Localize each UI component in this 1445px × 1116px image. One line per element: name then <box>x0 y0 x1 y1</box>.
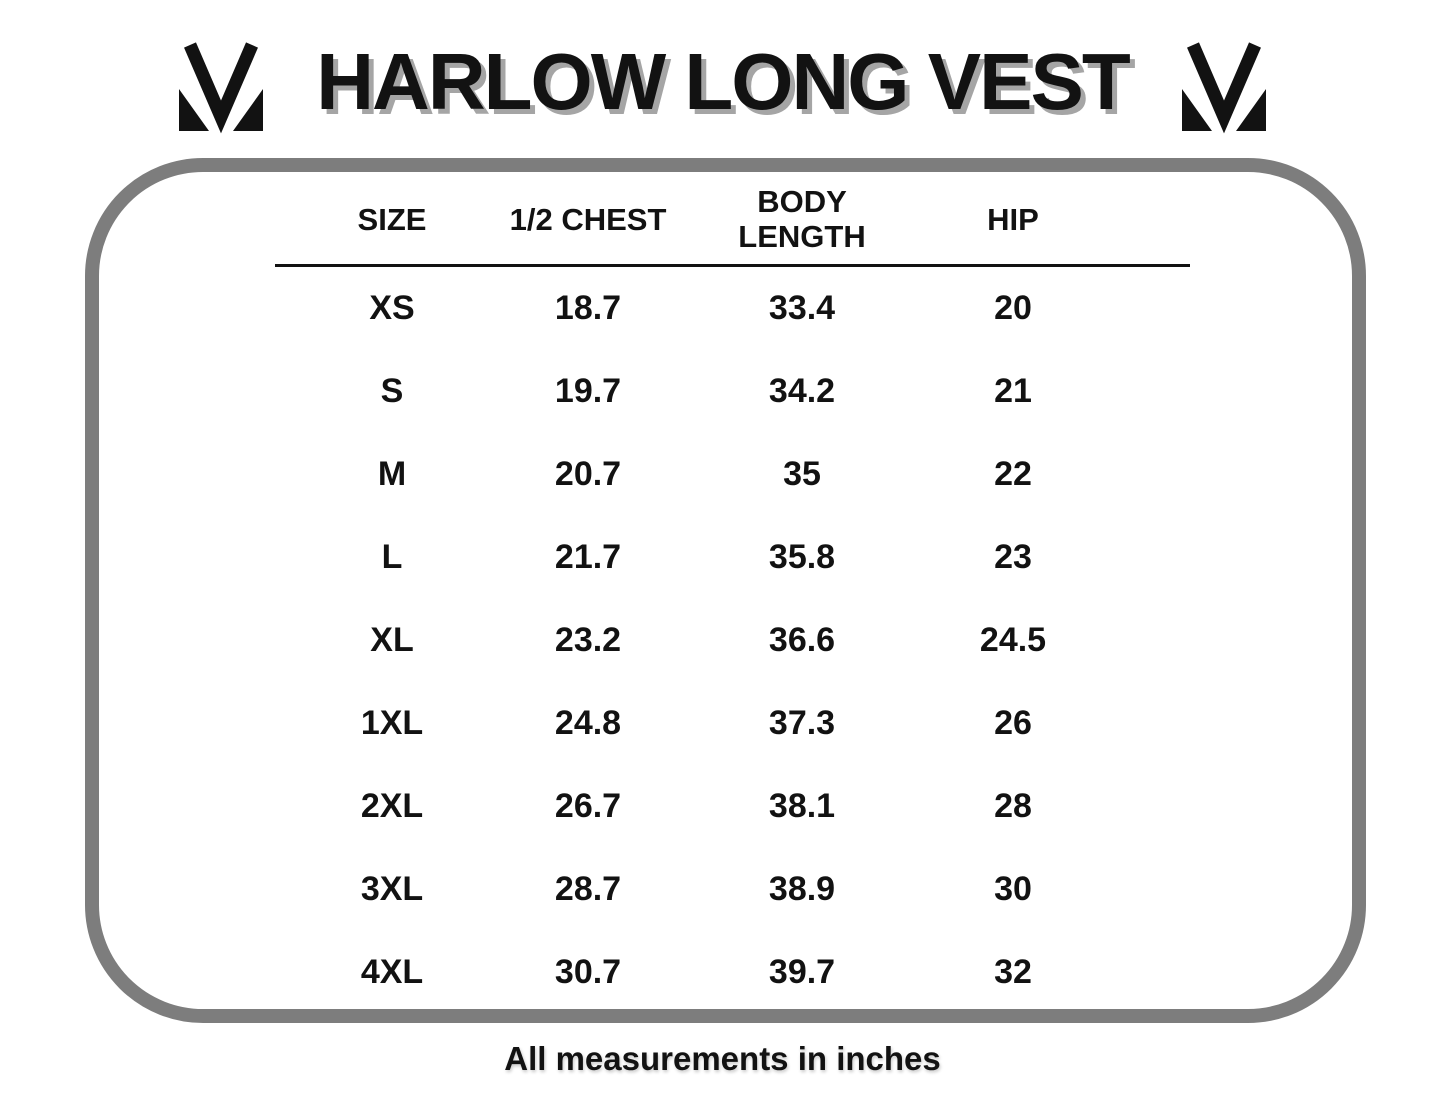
table-body: XS 18.7 33.4 20 S 19.7 34.2 21 M 20.7 35… <box>275 267 1190 1014</box>
column-header-hip: HIP <box>987 201 1039 237</box>
cell-hip: 22 <box>994 455 1032 493</box>
cell-size: S <box>380 372 404 410</box>
cell-half-chest: 23.2 <box>554 621 622 659</box>
cell-size: XS <box>369 289 415 327</box>
cell-hip: 20 <box>994 289 1032 327</box>
measurements-note: All measurements in inches <box>504 1040 941 1077</box>
cell-body-length: 39.7 <box>768 953 836 991</box>
cell-hip: 32 <box>994 953 1032 991</box>
cell-body-length: 36.6 <box>768 621 836 659</box>
cell-half-chest: 26.7 <box>554 787 622 825</box>
table-row: 3XL 28.7 38.9 30 <box>275 848 1190 931</box>
cell-half-chest: 20.7 <box>554 455 622 493</box>
cell-size: 1XL <box>360 704 424 742</box>
cell-half-chest: 21.7 <box>554 538 622 576</box>
cell-body-length: 35 <box>783 455 821 493</box>
table-row: XL 23.2 36.6 24.5 <box>275 599 1190 682</box>
cell-half-chest: 24.8 <box>554 704 622 742</box>
table-row: S 19.7 34.2 21 <box>275 350 1190 433</box>
cell-hip: 26 <box>994 704 1032 742</box>
cell-body-length: 38.1 <box>768 787 836 825</box>
cell-hip: 30 <box>994 870 1032 908</box>
cell-size: 2XL <box>360 787 424 825</box>
masthead: HARLOW LONG VEST <box>0 24 1445 140</box>
table-row: 1XL 24.8 37.3 26 <box>275 682 1190 765</box>
cell-hip: 23 <box>994 538 1032 576</box>
table-row: 2XL 26.7 38.1 28 <box>275 765 1190 848</box>
size-chart-panel <box>85 158 1366 1023</box>
cell-size: M <box>377 455 407 493</box>
table-row: L 21.7 35.8 23 <box>275 516 1190 599</box>
cell-size: XL <box>370 621 414 659</box>
cell-body-length: 33.4 <box>768 289 836 327</box>
cell-half-chest: 19.7 <box>554 372 622 410</box>
cell-hip: 28 <box>994 787 1032 825</box>
cell-half-chest: 28.7 <box>554 870 622 908</box>
cell-size: L <box>381 538 403 576</box>
column-header-half-chest: 1/2 CHEST <box>509 201 667 237</box>
cell-body-length: 37.3 <box>768 704 836 742</box>
column-header-body-length: BODY LENGTH <box>738 184 866 254</box>
cell-size: 3XL <box>360 870 424 908</box>
table-row: M 20.7 35 22 <box>275 433 1190 516</box>
cell-body-length: 35.8 <box>768 538 836 576</box>
cell-size: 4XL <box>360 953 424 991</box>
cell-half-chest: 18.7 <box>554 289 622 327</box>
cell-half-chest: 30.7 <box>554 953 622 991</box>
cell-body-length: 34.2 <box>768 372 836 410</box>
brand-m-logo-right <box>1181 42 1266 134</box>
table-row: 4XL 30.7 39.7 32 <box>275 931 1190 1014</box>
cell-hip: 21 <box>994 372 1032 410</box>
cell-hip: 24.5 <box>979 621 1047 659</box>
cell-body-length: 38.9 <box>768 870 836 908</box>
table-header-row: SIZE 1/2 CHEST BODY LENGTH HIP <box>275 170 1190 267</box>
page-title: HARLOW LONG VEST <box>316 37 1130 126</box>
column-header-size: SIZE <box>357 201 427 237</box>
size-table: SIZE 1/2 CHEST BODY LENGTH HIP XS 18.7 3… <box>275 170 1190 1014</box>
brand-m-logo-left <box>179 42 264 134</box>
table-row: XS 18.7 33.4 20 <box>275 267 1190 350</box>
